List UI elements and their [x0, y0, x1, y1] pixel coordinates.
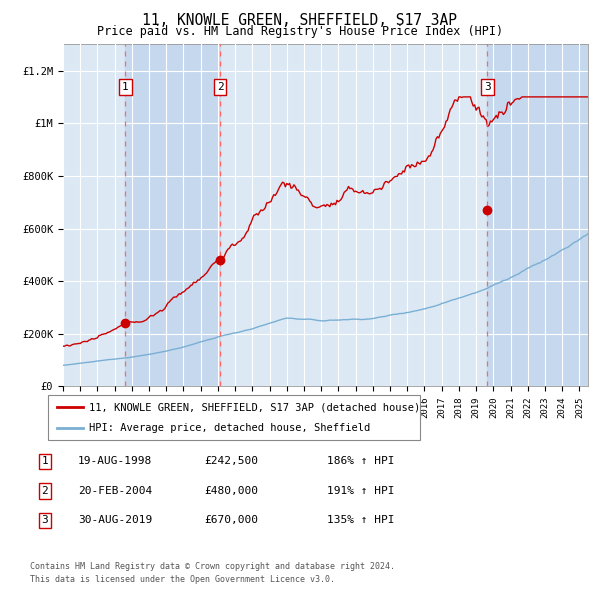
Text: Price paid vs. HM Land Registry's House Price Index (HPI): Price paid vs. HM Land Registry's House … [97, 25, 503, 38]
Text: 1: 1 [41, 457, 49, 466]
Text: 3: 3 [484, 82, 491, 92]
Text: 191% ↑ HPI: 191% ↑ HPI [327, 486, 395, 496]
Text: 30-AUG-2019: 30-AUG-2019 [78, 516, 152, 525]
Text: £242,500: £242,500 [204, 457, 258, 466]
Text: HPI: Average price, detached house, Sheffield: HPI: Average price, detached house, Shef… [89, 422, 370, 432]
Text: 20-FEB-2004: 20-FEB-2004 [78, 486, 152, 496]
Bar [487, 44, 588, 386]
Text: 11, KNOWLE GREEN, SHEFFIELD, S17 3AP (detached house): 11, KNOWLE GREEN, SHEFFIELD, S17 3AP (de… [89, 402, 420, 412]
Text: Contains HM Land Registry data © Crown copyright and database right 2024.: Contains HM Land Registry data © Crown c… [30, 562, 395, 571]
Bar [125, 44, 220, 386]
Text: 135% ↑ HPI: 135% ↑ HPI [327, 516, 395, 525]
Text: 1: 1 [122, 82, 129, 92]
Text: 2: 2 [41, 486, 49, 496]
Text: 3: 3 [41, 516, 49, 525]
Text: £480,000: £480,000 [204, 486, 258, 496]
Text: 186% ↑ HPI: 186% ↑ HPI [327, 457, 395, 466]
Text: This data is licensed under the Open Government Licence v3.0.: This data is licensed under the Open Gov… [30, 575, 335, 584]
Text: 11, KNOWLE GREEN, SHEFFIELD, S17 3AP: 11, KNOWLE GREEN, SHEFFIELD, S17 3AP [143, 13, 458, 28]
Text: £670,000: £670,000 [204, 516, 258, 525]
Text: 2: 2 [217, 82, 224, 92]
Text: 19-AUG-1998: 19-AUG-1998 [78, 457, 152, 466]
